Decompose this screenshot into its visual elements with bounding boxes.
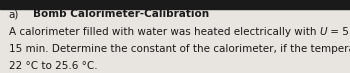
Text: a): a) [9,9,19,19]
Text: A calorimeter filled with water was heated electrically with: A calorimeter filled with water was heat… [9,27,320,37]
Text: = 5.0 V and: = 5.0 V and [327,27,350,37]
Text: 22 °C to 25.6 °C.: 22 °C to 25.6 °C. [9,61,97,71]
Text: U: U [320,27,327,37]
Bar [0,0,350,9]
Text: Bomb Calorimeter-Calibration: Bomb Calorimeter-Calibration [33,9,209,19]
Text: 15 min. Determine the constant of the calorimeter, if the temperature rose from : 15 min. Determine the constant of the ca… [9,44,350,54]
